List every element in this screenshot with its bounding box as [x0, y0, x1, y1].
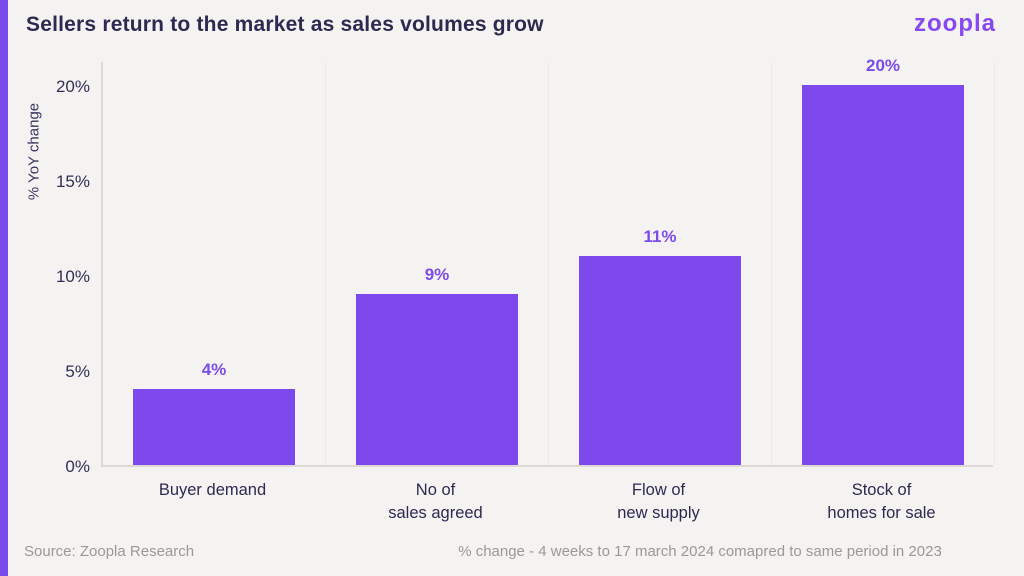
- bar: [356, 293, 518, 465]
- chart-column: 4%: [103, 62, 326, 465]
- bar-value-label: 20%: [865, 55, 901, 75]
- chart-column: 9%: [326, 62, 549, 465]
- chart-column: 20%: [772, 56, 995, 465]
- bar-value-label: 4%: [201, 359, 227, 379]
- chart-column: 11%: [549, 62, 772, 465]
- bar: [579, 255, 741, 465]
- y-tick-label: 20%: [55, 76, 90, 96]
- chart-title: Sellers return to the market as sales vo…: [26, 13, 544, 36]
- footnote-text: % change - 4 weeks to 17 march 2024 coma…: [458, 543, 942, 560]
- zoopla-logo: zoopla: [914, 10, 996, 37]
- bar-value-label: 11%: [643, 226, 677, 246]
- left-accent-strip: [0, 0, 8, 576]
- source-text: Source: Zoopla Research: [24, 543, 195, 560]
- plot-area: 4% 9% 11% 20%: [101, 56, 995, 467]
- y-tick-label: 0%: [65, 457, 90, 476]
- y-tick-label: 5%: [65, 361, 90, 381]
- category-label: No of sales agreed: [388, 481, 483, 522]
- y-tick-label: 15%: [55, 171, 90, 191]
- bar: [133, 388, 295, 465]
- bar: [802, 84, 964, 465]
- bar-value-label: 9%: [424, 264, 450, 284]
- y-tick-label: 10%: [55, 266, 90, 286]
- category-label: Buyer demand: [158, 481, 267, 499]
- category-label: Flow of new supply: [617, 481, 700, 522]
- category-label: Stock of homes for sale: [827, 481, 936, 522]
- y-axis-ticks: 0% 5% 10% 15% 20%: [0, 0, 90, 576]
